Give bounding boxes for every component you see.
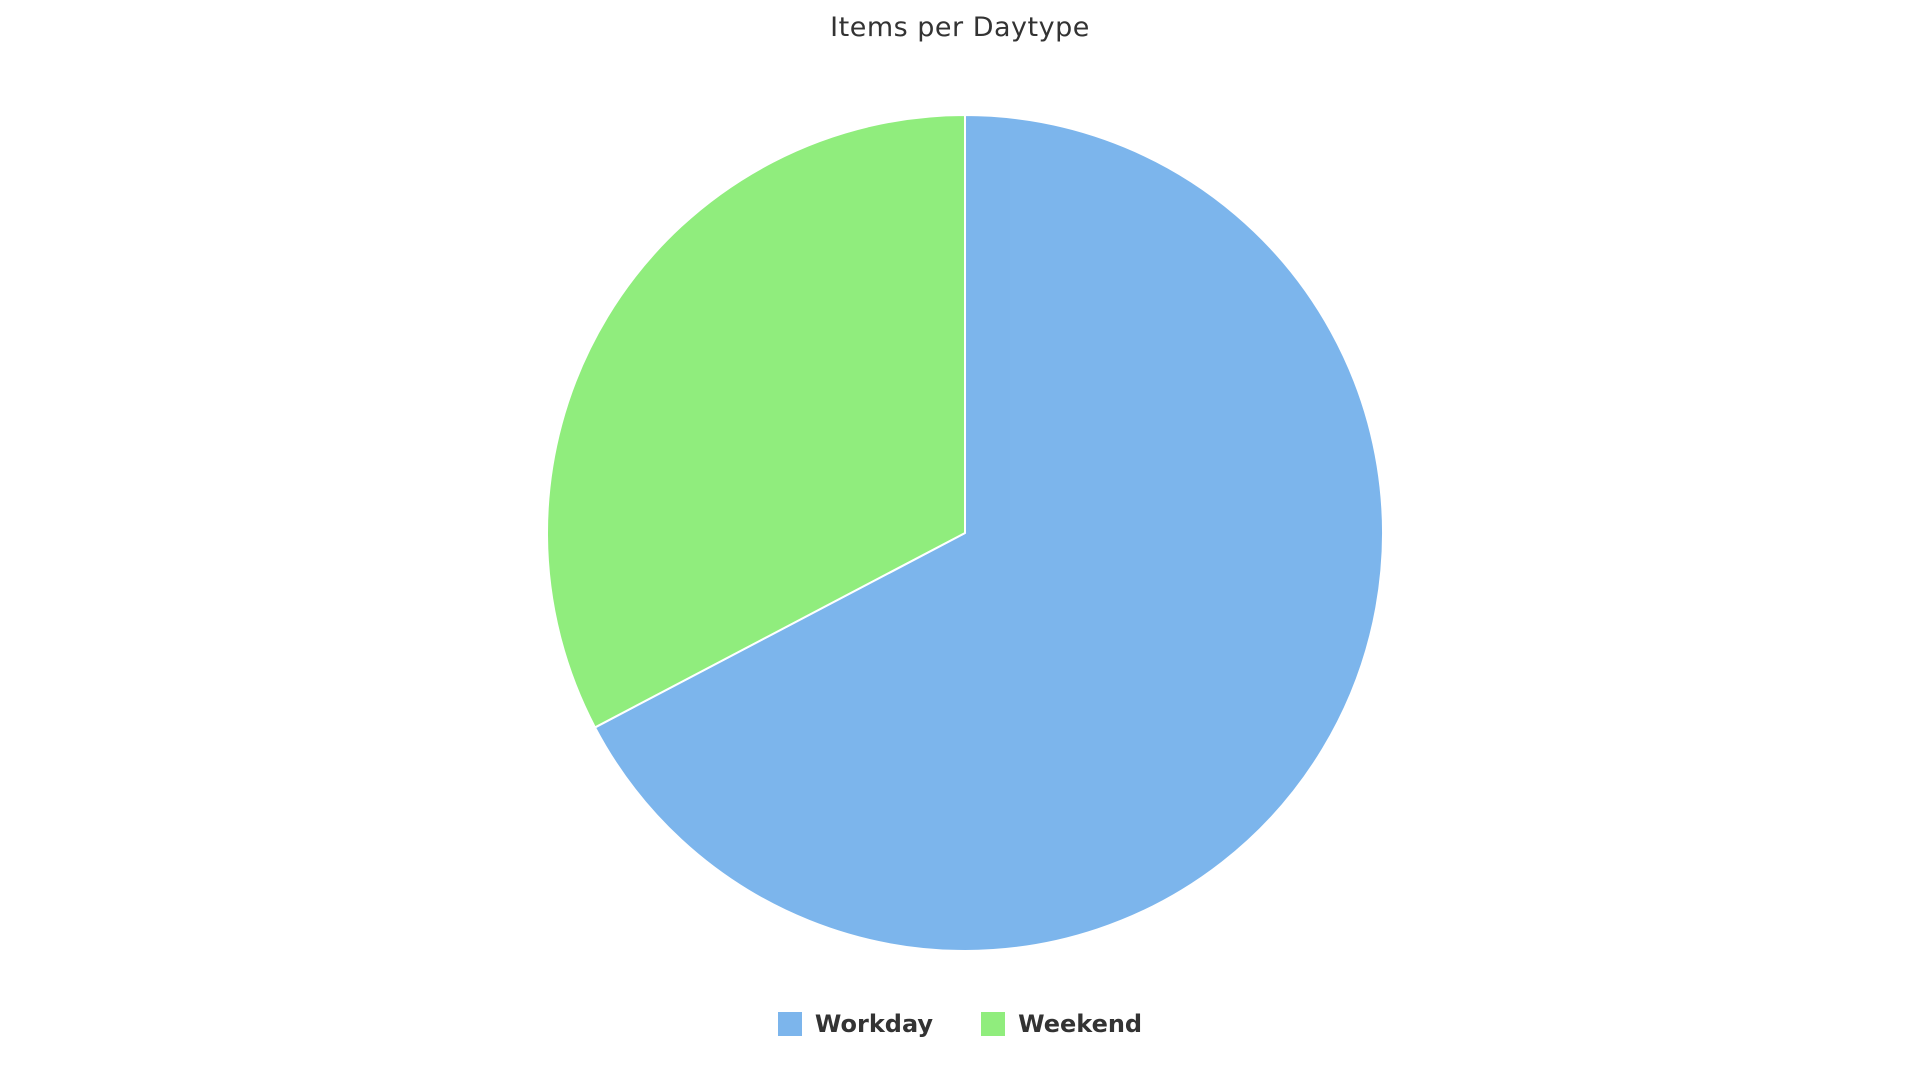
chart-title: Items per Daytype bbox=[830, 12, 1090, 43]
legend-swatch-weekend bbox=[981, 1012, 1006, 1036]
legend-label-workday: Workday bbox=[814, 1010, 934, 1038]
legend-swatch-workday bbox=[777, 1012, 802, 1036]
legend-item-workday[interactable]: Workday bbox=[777, 1010, 934, 1038]
chart-legend: Workday Weekend bbox=[0, 1010, 1920, 1038]
pie-slice-weekend[interactable] bbox=[545, 114, 966, 729]
legend-label-weekend: Weekend bbox=[1018, 1010, 1143, 1038]
pie-slices bbox=[545, 114, 1384, 952]
pie-slice-workday[interactable] bbox=[593, 114, 1384, 952]
legend-item-weekend[interactable]: Weekend bbox=[981, 1010, 1142, 1038]
